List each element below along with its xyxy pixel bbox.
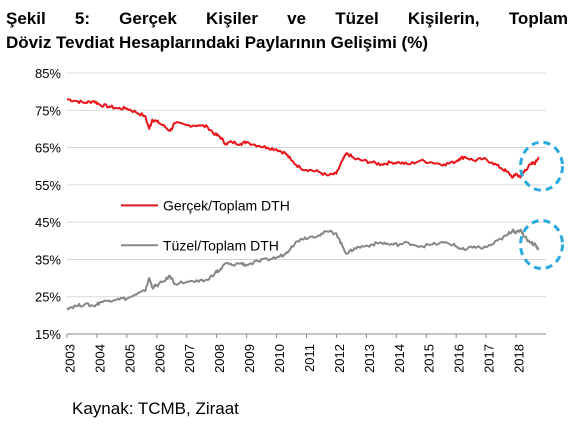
- line-chart: 15% 25% 35% 45% 55% 65% 75% 85% 2003 2004 2005 2006…: [35, 66, 565, 373]
- y-tick-label: 45%: [35, 215, 61, 230]
- chart-title: Şekil 5: Gerçek Kişiler ve Tüzel Kişiler…: [6, 7, 568, 55]
- x-tick-label: 2009: [242, 344, 257, 373]
- x-tick-label: 2003: [62, 344, 77, 373]
- highlight-circle-1: [519, 140, 565, 192]
- x-tick-label: 2007: [182, 344, 197, 373]
- x-tick-label: 2004: [92, 344, 107, 373]
- x-tick-label: 2014: [392, 344, 407, 373]
- x-tick-label: 2010: [272, 344, 287, 373]
- y-tick-label: 55%: [35, 178, 61, 193]
- chart-title-line-1: Şekil 5: Gerçek Kişiler ve Tüzel Kişiler…: [6, 9, 568, 28]
- highlight-circle-2: [519, 219, 565, 271]
- y-tick-label: 85%: [35, 66, 61, 81]
- legend-label: Tüzel/Toplam DTH: [163, 237, 279, 253]
- legend-label: Gerçek/Toplam DTH: [163, 197, 290, 213]
- x-tick-label: 2015: [422, 344, 437, 373]
- y-tick-label: 25%: [35, 290, 61, 305]
- y-tick-label: 65%: [35, 141, 61, 156]
- y-tick-label: 35%: [35, 252, 61, 267]
- x-tick-label: 2013: [362, 344, 377, 373]
- x-tick-label: 2005: [122, 344, 137, 373]
- x-tick-label: 2016: [452, 344, 467, 373]
- x-tick-label: 2017: [482, 344, 497, 373]
- source-note: Kaynak: TCMB, Ziraat: [72, 399, 239, 418]
- series-line-tuzel: [66, 228, 540, 311]
- y-tick-label: 75%: [35, 103, 61, 118]
- chart-title-line-2: Döviz Tevdiat Hesaplarındaki Paylarının …: [6, 33, 428, 52]
- x-tick-label: 2011: [302, 344, 317, 372]
- x-tick-label: 2006: [152, 344, 167, 373]
- x-tick-label: 2008: [212, 344, 227, 373]
- y-tick-label: 15%: [35, 327, 61, 342]
- x-tick-label: 2012: [332, 344, 347, 373]
- x-tick-label: 2018: [512, 344, 527, 373]
- series-line-gercek: [66, 98, 540, 179]
